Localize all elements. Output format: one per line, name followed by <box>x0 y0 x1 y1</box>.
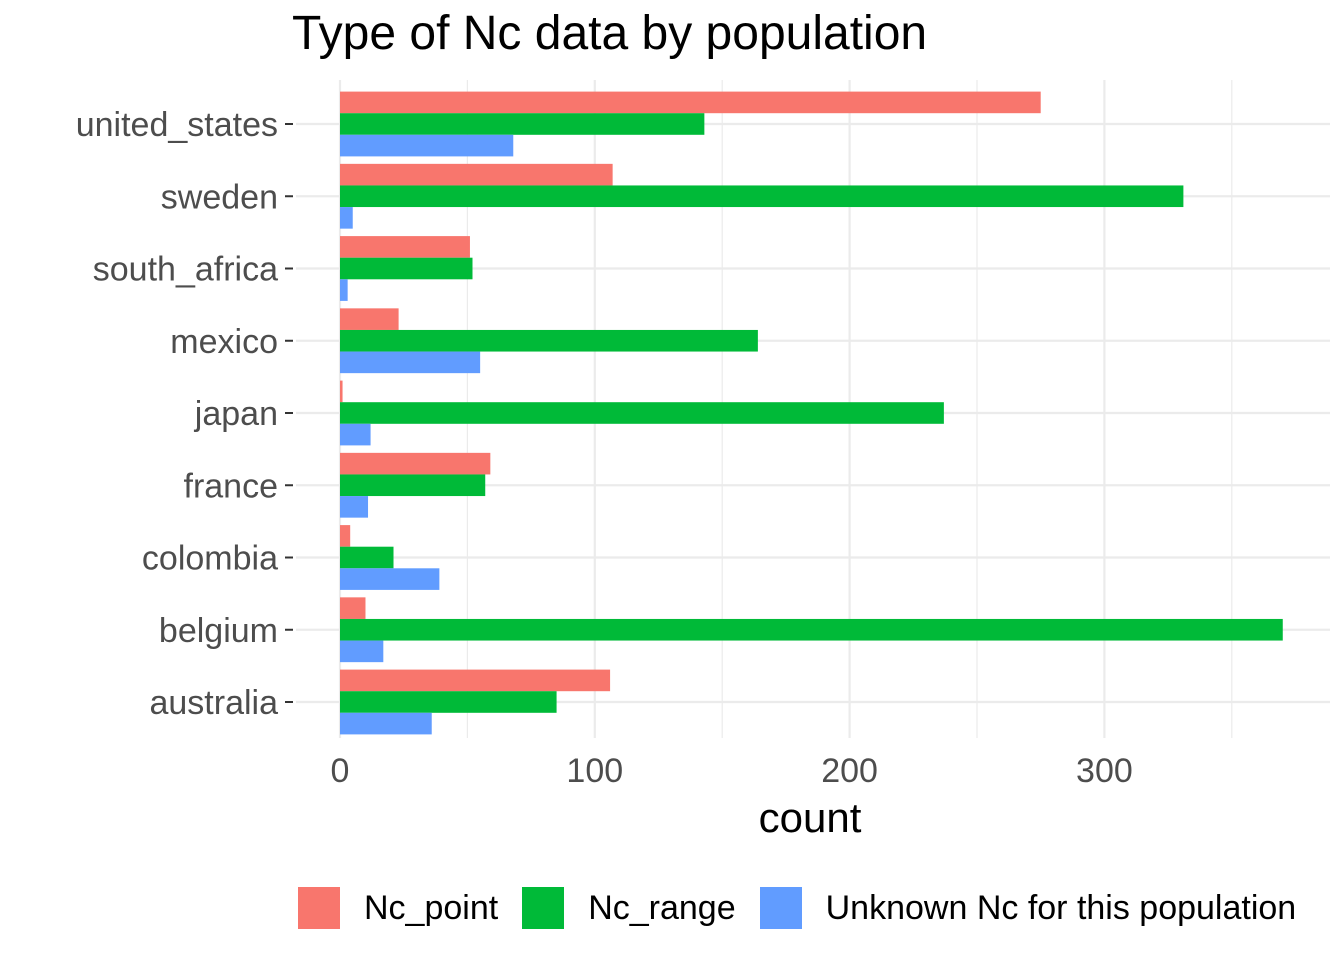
bar-south_africa-nc_point <box>340 236 470 258</box>
y-tick-label-france: france <box>184 467 279 505</box>
legend: Nc_point Nc_range Unknown Nc for this po… <box>298 886 1320 930</box>
legend-swatch-unknown-nc <box>759 887 802 929</box>
x-tick-label-300: 300 <box>1076 752 1133 790</box>
bar-france-nc_point <box>340 452 491 475</box>
legend-label-unknown-nc: Unknown Nc for this population <box>825 888 1297 927</box>
bar-united_states-unknown-nc-for-this-population <box>340 134 514 157</box>
legend-swatch-nc-point <box>298 887 340 929</box>
bar-japan-nc_range <box>340 402 944 424</box>
y-tick-label-sweden: sweden <box>161 178 278 216</box>
y-tick-label-colombia: colombia <box>142 540 278 578</box>
x-tick-label-0: 0 <box>331 752 350 790</box>
bar-mexico-unknown-nc-for-this-population <box>340 351 481 374</box>
bar-france-nc_range <box>340 474 486 497</box>
bar-colombia-nc_range <box>340 546 394 569</box>
legend-label-nc-range: Nc_range <box>588 888 736 927</box>
y-tick-label-japan: japan <box>194 395 278 433</box>
legend-item-nc-range: Nc_range <box>522 887 736 929</box>
y-tick-label-australia: australia <box>149 684 278 722</box>
bar-united_states-nc_point <box>340 91 1041 114</box>
bar-belgium-nc_point <box>340 597 366 619</box>
bar-belgium-unknown-nc-for-this-population <box>340 640 384 663</box>
bar-sweden-unknown-nc-for-this-population <box>340 207 353 229</box>
bars <box>340 91 1283 735</box>
bar-australia-nc_point <box>340 669 611 692</box>
bar-colombia-unknown-nc-for-this-population <box>340 568 440 590</box>
bar-mexico-nc_point <box>340 308 399 330</box>
bar-colombia-nc_point <box>340 525 351 547</box>
bar-sweden-nc_range <box>340 185 1184 208</box>
legend-swatch-nc-range <box>522 887 565 929</box>
bar-sweden-nc_point <box>340 163 613 186</box>
bar-japan-unknown-nc-for-this-population <box>340 423 371 446</box>
y-tick-label-mexico: mexico <box>170 323 278 361</box>
x-tick-label-100: 100 <box>566 752 623 790</box>
legend-item-nc-point: Nc_point <box>298 887 498 929</box>
y-tick-label-united_states: united_states <box>76 106 278 144</box>
bar-france-unknown-nc-for-this-population <box>340 496 369 518</box>
bar-australia-unknown-nc-for-this-population <box>340 712 432 735</box>
bar-south_africa-nc_range <box>340 257 473 280</box>
bar-mexico-nc_range <box>340 329 758 352</box>
y-tick-label-south_africa: south_africa <box>93 251 278 289</box>
legend-item-unknown-nc: Unknown Nc for this population <box>759 887 1297 929</box>
x-axis-title: count <box>759 794 862 841</box>
bar-united_states-nc_range <box>340 113 705 135</box>
bar-belgium-nc_range <box>340 618 1283 641</box>
legend-label-nc-point: Nc_point <box>364 888 499 927</box>
x-tick-label-200: 200 <box>821 752 878 790</box>
bar-south_africa-unknown-nc-for-this-population <box>340 279 348 301</box>
bar-australia-nc_range <box>340 691 557 713</box>
bar-japan-nc_point <box>340 380 343 403</box>
y-tick-label-belgium: belgium <box>159 612 278 650</box>
chart-title: Type of Nc data by population <box>292 7 928 60</box>
